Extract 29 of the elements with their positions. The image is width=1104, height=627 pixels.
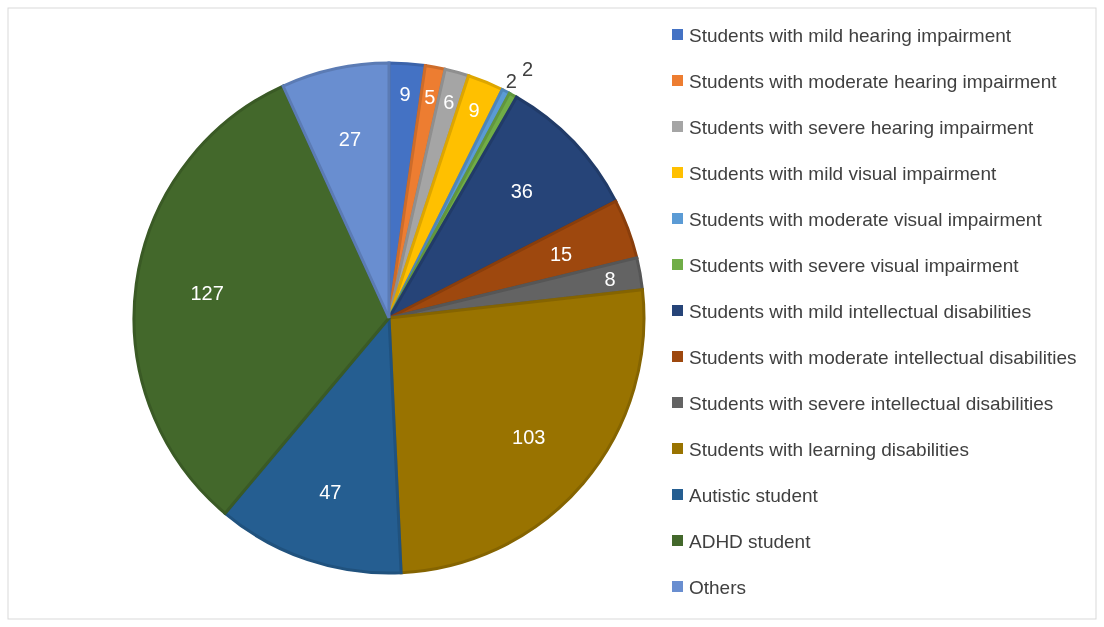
legend-label: Students with moderate hearing impairment xyxy=(689,70,1058,92)
legend-label: Autistic student xyxy=(689,484,819,506)
legend-label: Students with mild visual impairment xyxy=(689,162,998,184)
pie-slice xyxy=(281,61,391,320)
data-label: 15 xyxy=(549,242,573,265)
legend-label: Students with moderate intellectual disabilities xyxy=(689,346,1077,368)
data-label: 9 xyxy=(468,99,480,122)
legend-label: ADHD student xyxy=(689,530,812,552)
data-label: 47 xyxy=(319,480,342,503)
pie-slice xyxy=(132,84,391,515)
legend-label: Students with mild intellectual disabilities xyxy=(689,300,1032,322)
data-label: 103 xyxy=(512,426,546,449)
data-label: 2 xyxy=(505,69,517,92)
pie-slice xyxy=(223,316,403,575)
legend-label: Students with moderate visual impairment xyxy=(689,208,1043,230)
data-label: 6 xyxy=(443,90,455,113)
data-label: 9 xyxy=(399,83,411,106)
legend-label: Students with severe visual impairment xyxy=(689,254,1020,276)
legend-label: Students with severe hearing impairment xyxy=(689,116,1034,138)
data-label: 5 xyxy=(424,86,436,109)
legend-label: Students with severe intellectual disabilities xyxy=(689,392,1054,414)
data-label: 27 xyxy=(338,127,362,150)
legend-label: Students with mild hearing impairment xyxy=(689,24,1012,46)
data-label: 8 xyxy=(604,268,616,291)
data-label: 2 xyxy=(522,57,534,80)
data-label: 127 xyxy=(190,282,224,305)
legend-label: Others xyxy=(689,576,747,598)
legend-label: Students with learning disabilities xyxy=(689,438,969,460)
data-label: 36 xyxy=(510,180,533,203)
